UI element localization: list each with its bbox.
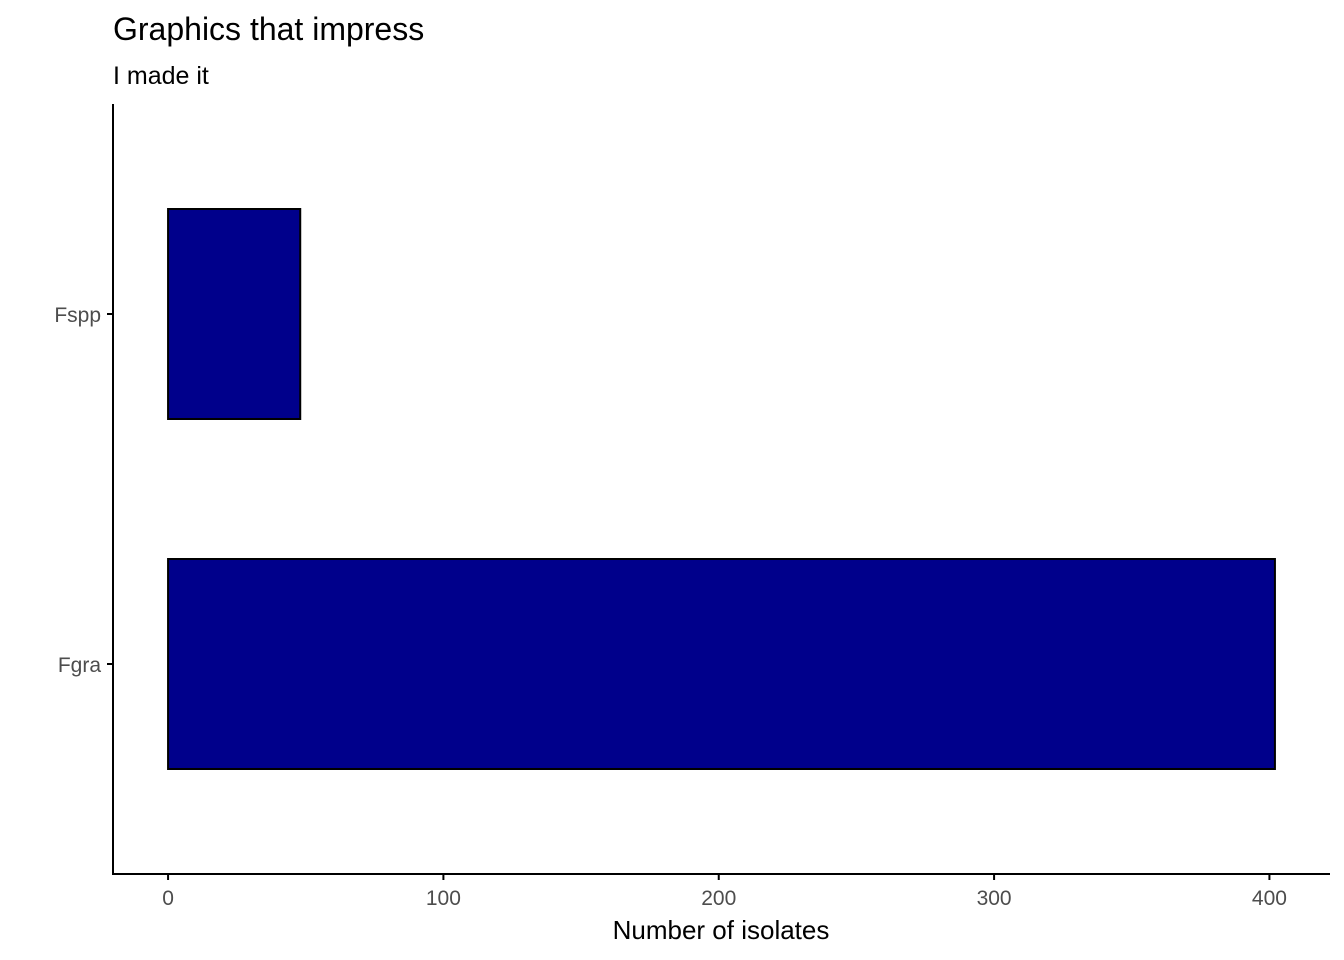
x-tick-label: 0 — [162, 887, 174, 910]
x-ticks-group: 0 100 200 300 400 — [162, 874, 1287, 910]
bars-group — [167, 208, 1276, 770]
y-tick-label: Fgra — [58, 654, 102, 677]
x-axis-title: Number of isolates — [613, 915, 830, 945]
x-tick-label: 300 — [977, 887, 1012, 910]
chart-subtitle: I made it — [113, 62, 209, 90]
chart-title: Graphics that impress — [113, 11, 424, 47]
bar-fgra — [167, 558, 1276, 770]
y-tick-label: Fspp — [54, 304, 101, 327]
bar-fspp — [167, 208, 302, 420]
y-ticks-group: Fspp Fgra — [54, 304, 113, 677]
x-tick-label: 200 — [701, 887, 736, 910]
x-tick-label: 400 — [1252, 887, 1287, 910]
x-tick-label: 100 — [426, 887, 461, 910]
